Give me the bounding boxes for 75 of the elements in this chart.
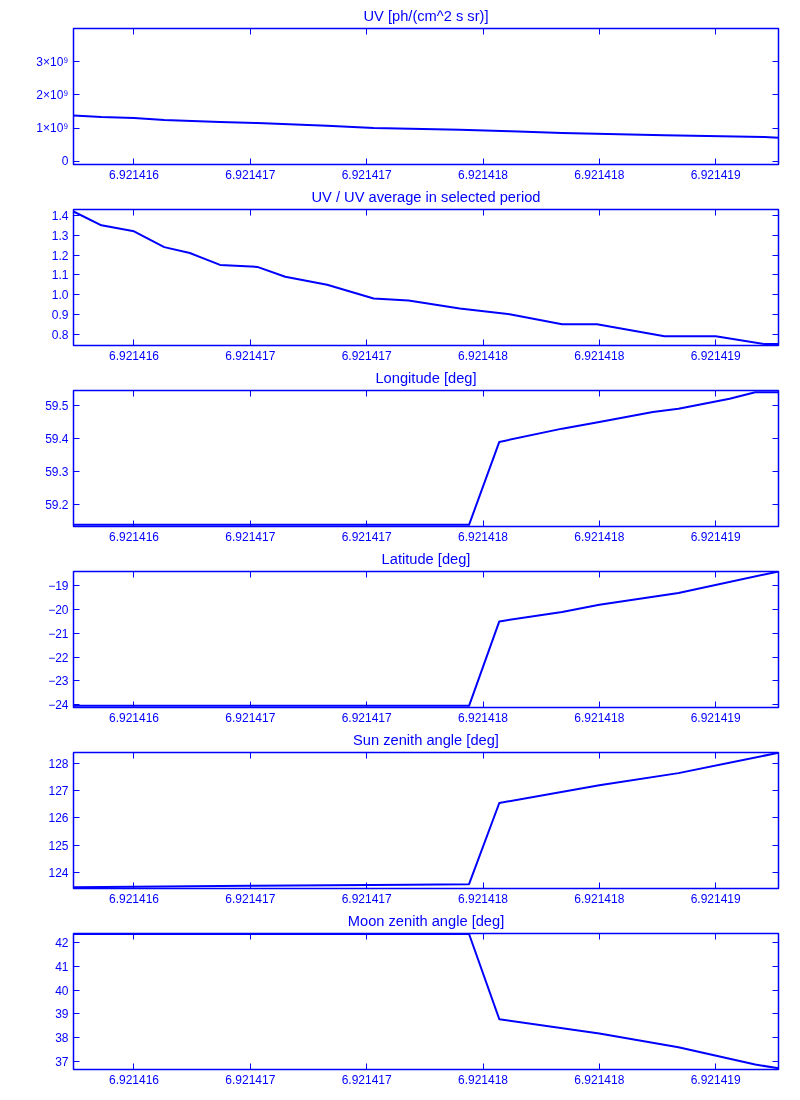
y-tick-label: 0.8	[51, 327, 69, 342]
x-tick-label: 6.921418	[457, 167, 509, 182]
y-tick-label: −22	[48, 650, 69, 665]
y-tick-label: 124	[48, 865, 69, 880]
x-tick-label: 6.921419	[690, 348, 742, 363]
y-tick-label: 59.5	[45, 398, 69, 413]
y-tick-label: 38	[55, 1031, 69, 1046]
x-tick-label: 6.921418	[574, 348, 625, 363]
y-tick-label: 3×10⁹	[36, 54, 69, 69]
x-tick-label: 6.921416	[108, 1072, 160, 1087]
x-tick-label: 6.921418	[457, 710, 509, 725]
x-tick-label: 6.921417	[341, 348, 393, 363]
x-tick-label: 6.921417	[341, 529, 393, 544]
x-tick-label: 6.921418	[457, 891, 509, 906]
y-tick-label: 1.4	[51, 208, 69, 223]
chart-title: Sun zenith angle [deg]	[353, 731, 499, 748]
x-tick-label: 6.921417	[341, 1072, 393, 1087]
chart-title: Moon zenith angle [deg]	[347, 912, 505, 929]
y-tick-label: 1.0	[51, 288, 69, 303]
x-tick-label: 6.921418	[574, 167, 625, 182]
y-tick-label: 39	[55, 1007, 69, 1022]
chart-title: UV [ph/(cm^2 s sr)]	[363, 7, 489, 24]
x-tick-label: 6.921417	[341, 891, 393, 906]
y-tick-label: 41	[55, 959, 69, 974]
y-tick-label: −21	[48, 626, 69, 641]
y-tick-label: 125	[48, 838, 69, 853]
x-tick-label: 6.921416	[108, 348, 160, 363]
y-tick-label: −20	[48, 603, 69, 618]
x-tick-label: 6.921418	[457, 348, 509, 363]
y-tick-label: 0	[61, 154, 69, 169]
y-tick-label: 0.9	[51, 307, 69, 322]
x-tick-label: 6.921419	[690, 167, 742, 182]
y-tick-label: 128	[48, 757, 69, 772]
x-tick-label: 6.921417	[341, 167, 393, 182]
x-tick-label: 6.921417	[225, 529, 276, 544]
chart-title: Latitude [deg]	[381, 550, 471, 567]
y-tick-label: 59.3	[45, 465, 69, 480]
x-tick-label: 6.921418	[457, 529, 509, 544]
x-tick-label: 6.921417	[225, 167, 276, 182]
x-tick-label: 6.921417	[225, 710, 276, 725]
y-tick-label: 1.1	[51, 268, 69, 283]
x-tick-label: 6.921416	[108, 529, 160, 544]
y-tick-label: −24	[48, 698, 69, 713]
x-tick-label: 6.921417	[225, 891, 276, 906]
x-tick-label: 6.921417	[225, 1072, 276, 1087]
y-tick-label: 37	[55, 1054, 69, 1069]
x-tick-label: 6.921416	[108, 710, 160, 725]
x-tick-label: 6.921416	[108, 891, 160, 906]
x-tick-label: 6.921419	[690, 529, 742, 544]
x-tick-label: 6.921416	[108, 167, 160, 182]
y-tick-label: 1.3	[51, 228, 69, 243]
x-tick-label: 6.921419	[690, 1072, 742, 1087]
x-tick-label: 6.921418	[574, 529, 625, 544]
y-tick-label: 1.2	[51, 248, 69, 263]
y-tick-label: 127	[48, 784, 69, 799]
line-series	[73, 114, 779, 139]
y-tick-label: 1×10⁹	[36, 121, 69, 136]
y-tick-label: 42	[55, 936, 69, 951]
y-tick-label: −19	[48, 579, 69, 594]
chart-title: UV / UV average in selected period	[311, 188, 541, 205]
y-tick-label: 2×10⁹	[36, 87, 69, 102]
x-tick-label: 6.921417	[225, 348, 276, 363]
x-tick-label: 6.921419	[690, 710, 742, 725]
x-tick-label: 6.921418	[574, 1072, 625, 1087]
y-tick-label: 59.4	[45, 432, 69, 447]
y-tick-label: −23	[48, 674, 69, 689]
y-tick-label: 40	[55, 983, 69, 998]
y-tick-label: 126	[48, 811, 69, 826]
x-tick-label: 6.921417	[341, 710, 393, 725]
x-tick-label: 6.921418	[457, 1072, 509, 1087]
chart-title: Longitude [deg]	[375, 369, 477, 386]
y-tick-label: 59.2	[45, 498, 69, 513]
x-tick-label: 6.921418	[574, 710, 625, 725]
x-tick-label: 6.921419	[690, 891, 742, 906]
x-tick-label: 6.921418	[574, 891, 625, 906]
